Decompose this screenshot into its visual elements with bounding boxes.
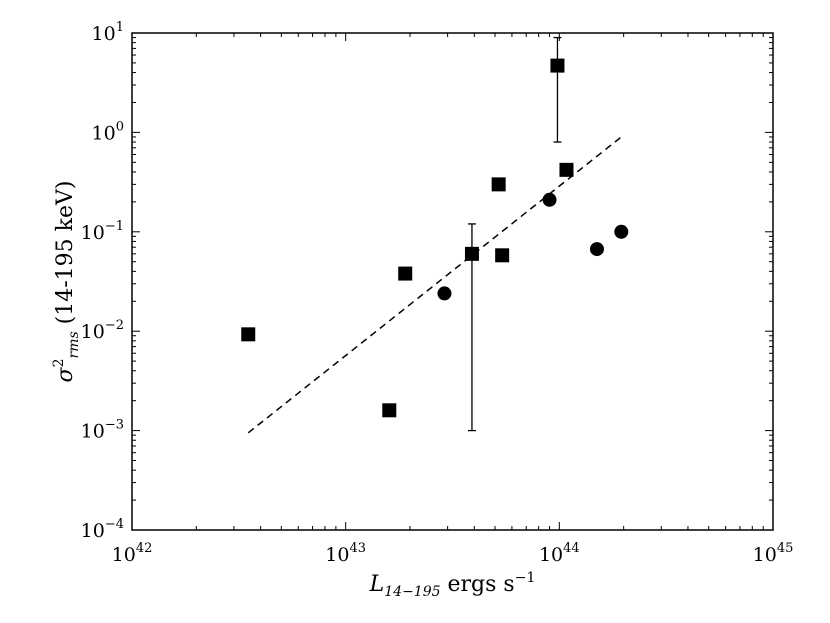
square-marker: [382, 403, 397, 418]
y-tick-label-exp: −4: [105, 517, 124, 532]
square-marker: [550, 58, 565, 73]
y-tick-label: 10−3: [81, 418, 124, 443]
x-tick-label-base: 10: [539, 544, 563, 566]
x-tick-label-base: 10: [325, 544, 349, 566]
square-marker: [495, 248, 510, 263]
square-marker: [464, 246, 479, 261]
y-tick-label: 10−1: [81, 219, 124, 244]
circle-marker: [437, 286, 452, 301]
x-tick-label: 1045: [753, 541, 794, 566]
y-tick-label-base: 10: [81, 222, 105, 244]
square-marker: [491, 177, 506, 192]
y-axis-label-main: σ: [53, 366, 78, 382]
error-bar-layer: [467, 36, 562, 432]
y-tick-label: 100: [92, 119, 124, 144]
x-axis-label-rest: ergs s: [441, 572, 515, 597]
x-axis-label-main: L: [369, 572, 385, 597]
y-axis-label-sub: rms: [66, 331, 82, 358]
x-tick-label-exp: 44: [563, 541, 580, 556]
y-tick-label: 101: [92, 20, 124, 45]
x-tick-label-base: 10: [112, 544, 136, 566]
fit-line-layer: [247, 136, 622, 434]
y-tick-label-base: 10: [81, 321, 105, 343]
x-tick-label: 1042: [112, 541, 153, 566]
circle-marker: [542, 192, 557, 207]
x-tick-label: 1043: [325, 541, 366, 566]
x-axis-label-sup: −1: [515, 570, 536, 586]
data-point-layer: [241, 58, 629, 418]
y-tick-label-exp: −3: [105, 418, 124, 433]
y-tick-label-exp: 0: [116, 119, 124, 134]
circle-marker: [589, 242, 604, 257]
y-tick-label: 10−4: [81, 517, 124, 542]
y-tick-label-base: 10: [81, 421, 105, 443]
y-tick-label: 10−2: [81, 318, 124, 343]
x-axis-label: L14−195 ergs s−1: [369, 570, 536, 600]
x-tick-label-exp: 43: [349, 541, 366, 556]
y-axis-label-rest: (14-195 keV): [53, 181, 78, 332]
plot-area-frame: [131, 32, 774, 531]
y-axis-label: σ2rms (14-195 keV): [51, 181, 82, 383]
x-axis-label-sub: 14−195: [384, 584, 440, 600]
x-tick-label: 1044: [539, 541, 580, 566]
y-tick-label-exp: −1: [105, 219, 124, 234]
x-tick-label-base: 10: [753, 544, 777, 566]
circle-marker: [614, 224, 629, 239]
y-tick-label-base: 10: [92, 23, 116, 45]
y-tick-label-exp: 1: [116, 20, 124, 35]
x-tick-label-exp: 42: [136, 541, 153, 556]
square-marker: [398, 266, 413, 281]
x-tick-label-exp: 45: [777, 541, 794, 556]
y-tick-label-base: 10: [81, 520, 105, 542]
y-tick-label-exp: −2: [105, 318, 124, 333]
square-marker: [241, 327, 256, 342]
fit-line: [247, 136, 622, 434]
square-marker: [559, 162, 574, 177]
y-axis-label-sup: 2: [51, 359, 67, 368]
y-tick-label-base: 10: [92, 122, 116, 144]
